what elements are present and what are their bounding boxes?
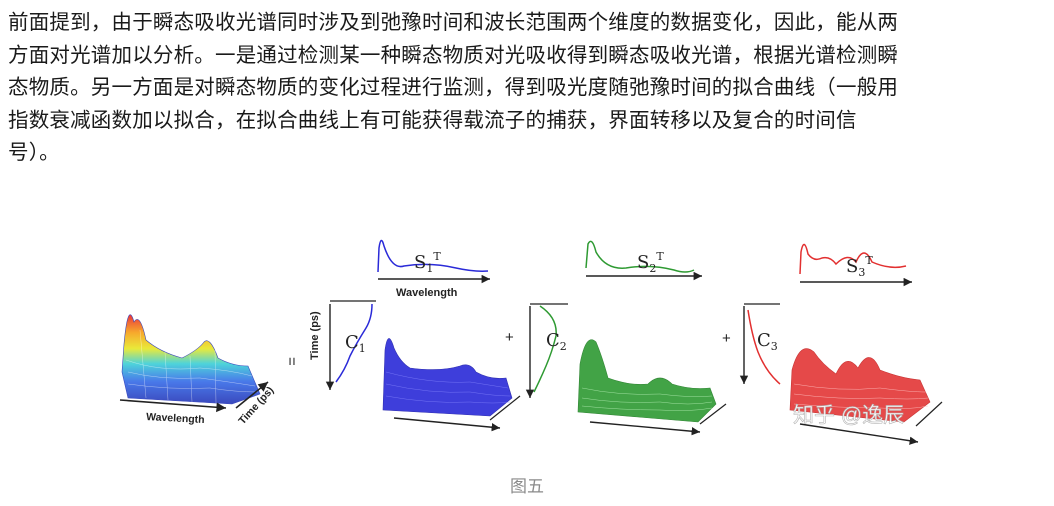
plus-sign-2: + [722, 330, 731, 347]
combined-wavelength-axis [119, 399, 227, 413]
time-axis-label: Time (ps) [309, 311, 321, 360]
surface-2-axis [589, 421, 701, 436]
surface-3-time-axis [915, 401, 943, 427]
paragraph-line-3: 态物质。另一方面是对瞬态物质的变化过程进行监测，得到吸光度随弛豫时间的拟合曲线（… [8, 75, 899, 99]
combined-wavelength-label: Wavelength [146, 411, 205, 426]
combined-time-label: Time (ps) [236, 384, 276, 427]
spectrum-3-label: S3T [846, 254, 873, 279]
plus-sign-1: + [505, 329, 514, 346]
surface-1-time-axis [489, 395, 521, 421]
surface-1-mesh [382, 338, 513, 417]
paragraph-line-4: 指数衰减函数加以拟合，在拟合曲线上有可能获得载流子的捕获，界面转移以及复合的时间… [8, 107, 857, 132]
equals-sign: = [283, 357, 300, 366]
kinetic-3-label: C3 [757, 330, 778, 353]
surface-2-mesh [577, 339, 717, 423]
paragraph-line-5: 号）。 [8, 140, 60, 164]
body-paragraph: 前面提到，由于瞬态吸收光谱同时涉及到弛豫时间和波长范围两个维度的数据变化，因此，… [8, 6, 1048, 169]
spectrum-2-curve [585, 240, 695, 273]
kinetic-2-curve [533, 305, 557, 393]
surface-3-axis [799, 423, 919, 445]
kinetic-1-curve [335, 303, 373, 383]
combined-surface-mesh [121, 314, 261, 405]
watermark: 知乎 @逸辰 [793, 404, 904, 427]
surface-2-time-axis [699, 403, 727, 425]
paragraph-line-1: 前面提到，由于瞬态吸收光谱同时涉及到弛豫时间和波长范围两个维度的数据变化，因此，… [8, 10, 899, 34]
spectrum-1-curve [377, 239, 489, 273]
spectrum-wavelength-label: Wavelength [396, 287, 458, 299]
combined-time-axis [235, 381, 269, 409]
spectrum-1-label: S1T [414, 250, 441, 275]
kinetic-1-label: C1 [345, 332, 366, 355]
paragraph-line-2: 方面对光谱加以分析。一是通过检测某一种瞬态物质对光吸收得到瞬态吸收光谱，根据光谱… [8, 42, 899, 67]
component-3: S3T C3 [739, 243, 943, 445]
surface-1-axis [393, 417, 501, 432]
kinetic-2-label: C2 [546, 330, 567, 353]
figure-caption: 图五 [510, 477, 544, 497]
spectrum-2-label: S2T [637, 250, 664, 275]
spectrum-3-curve [799, 243, 907, 275]
component-2: S2T C2 [525, 240, 727, 436]
component-1: S1T Wavelength C1 Time (ps) [309, 239, 521, 432]
surface-3-mesh [789, 348, 931, 423]
combined-surface-plot: Wavelength Time (ps) [119, 314, 276, 427]
kinetic-3-curve [747, 309, 781, 385]
